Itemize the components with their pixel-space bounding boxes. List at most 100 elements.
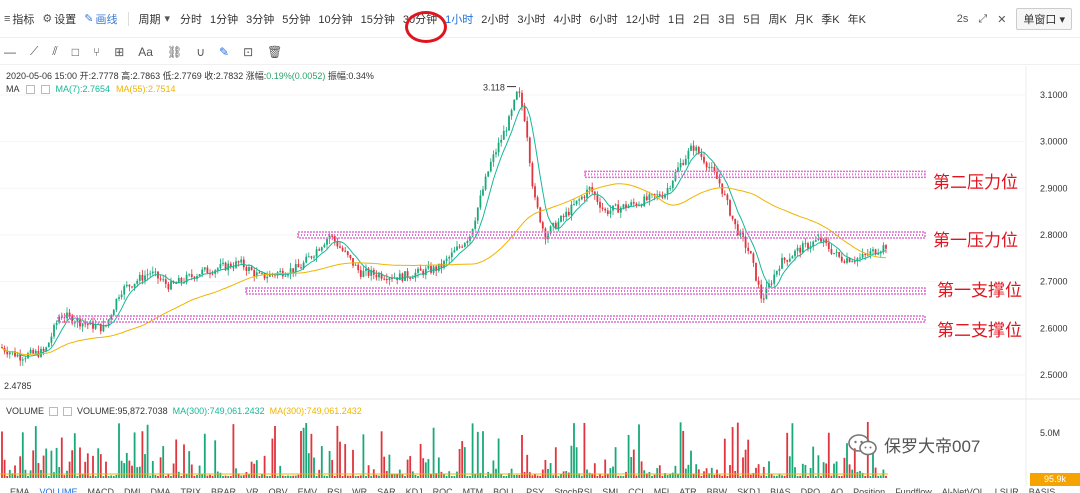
indicator-tab[interactable]: Position bbox=[853, 487, 886, 493]
indicator-tab[interactable]: EMV bbox=[297, 487, 318, 493]
indicator-tab[interactable]: RSI bbox=[327, 487, 343, 493]
volume-bar bbox=[411, 471, 414, 478]
fork-icon[interactable]: ⑂ bbox=[93, 44, 101, 59]
indicator-tab[interactable]: EMA bbox=[10, 487, 30, 493]
indicator-tab[interactable]: VOLUME bbox=[39, 487, 78, 493]
volume-bar bbox=[682, 430, 685, 478]
period-option[interactable]: 季K bbox=[821, 13, 840, 26]
indicator-tab[interactable]: WR bbox=[352, 487, 368, 493]
close-icon[interactable]: ✕ bbox=[997, 13, 1007, 26]
indicator-tab[interactable]: BASIS bbox=[1028, 487, 1056, 493]
volume-bar bbox=[825, 463, 828, 478]
period-option[interactable]: 2小时 bbox=[481, 13, 510, 26]
window-mode-button[interactable]: 单窗口 ▾ bbox=[1016, 8, 1072, 30]
volume-bar bbox=[721, 475, 724, 478]
trash-icon[interactable]: 🗑 bbox=[267, 44, 283, 59]
grid-icon[interactable]: ⊞ bbox=[114, 44, 125, 59]
period-option[interactable]: 3分钟 bbox=[246, 13, 275, 26]
indicator-tab[interactable]: ROC bbox=[432, 487, 453, 493]
volume-close-icon[interactable] bbox=[63, 406, 73, 416]
link-icon[interactable]: ⛓ bbox=[166, 44, 183, 59]
brush-icon[interactable]: ✎ bbox=[219, 44, 230, 59]
period-option[interactable]: 周K bbox=[768, 13, 787, 26]
volume-bar bbox=[508, 473, 510, 478]
candle-body bbox=[882, 245, 885, 252]
parallel-line-icon[interactable]: ⫽ bbox=[52, 44, 58, 58]
indicator-tab[interactable]: BOLL bbox=[493, 487, 517, 493]
period-option[interactable]: 分时 bbox=[180, 13, 203, 26]
horizontal-line-icon[interactable]: — bbox=[4, 44, 16, 59]
indicator-tab[interactable]: PSY bbox=[526, 487, 545, 493]
candle-body bbox=[391, 278, 393, 280]
period-dropdown[interactable]: 周期 ▾ bbox=[135, 0, 177, 38]
period-option[interactable]: 年K bbox=[847, 13, 866, 26]
indicator-tab[interactable]: MTM bbox=[462, 487, 484, 493]
period-option[interactable]: 30分钟 bbox=[402, 13, 438, 26]
volume-settings-icon[interactable] bbox=[49, 406, 59, 416]
candle-body bbox=[492, 154, 495, 162]
ma-settings-icon[interactable] bbox=[25, 84, 35, 94]
indicator-tab[interactable]: BIAS bbox=[770, 487, 791, 493]
indicator-tab[interactable]: LSUR bbox=[994, 487, 1019, 493]
indicator-tab[interactable]: DMI bbox=[124, 487, 141, 493]
volume-bar bbox=[313, 457, 315, 478]
volume-bar bbox=[692, 474, 695, 478]
period-option[interactable]: 6小时 bbox=[589, 13, 618, 26]
indicator-tab[interactable]: ATR bbox=[679, 487, 697, 493]
indicator-tab[interactable]: KDJ bbox=[405, 487, 423, 493]
volume-bar bbox=[500, 474, 503, 478]
trend-line-icon[interactable]: ⟋ bbox=[30, 44, 39, 58]
indicator-tab[interactable]: OBV bbox=[268, 487, 288, 493]
indicator-tab[interactable]: DPO bbox=[800, 487, 821, 493]
period-option[interactable]: 月K bbox=[794, 13, 814, 26]
indicator-tab[interactable]: Al-NetVOL bbox=[941, 487, 985, 493]
fullscreen-icon[interactable]: ⤢ bbox=[978, 12, 988, 25]
indicator-tab[interactable]: TRIX bbox=[180, 487, 202, 493]
indicators-button[interactable]: ≡ 指标 bbox=[0, 0, 38, 38]
price-chart[interactable]: 3.1000 3.0000 2.9000 2.8000 2.7000 2.6000 2.50… bbox=[0, 66, 1080, 486]
period-option[interactable]: 4小时 bbox=[553, 13, 582, 26]
indicator-tab[interactable]: SKDJ bbox=[737, 487, 761, 493]
volume-bar bbox=[276, 475, 279, 478]
watermark-text: 保罗大帝007 bbox=[884, 437, 981, 456]
volume-axis-label: 5.0M bbox=[1040, 428, 1060, 438]
period-option[interactable]: 1日 bbox=[668, 13, 686, 26]
period-option[interactable]: 3小时 bbox=[517, 13, 546, 26]
lock-icon[interactable]: ⊡ bbox=[243, 44, 254, 59]
period-option[interactable]: 5日 bbox=[743, 13, 761, 26]
refresh-interval[interactable]: 2s bbox=[956, 13, 969, 25]
indicator-tab[interactable]: AO bbox=[830, 487, 844, 493]
period-option[interactable]: 5分钟 bbox=[282, 13, 311, 26]
period-option[interactable]: 10分钟 bbox=[318, 13, 353, 26]
indicator-tab[interactable]: MACD bbox=[87, 487, 115, 493]
text-icon[interactable]: Aa bbox=[138, 44, 153, 59]
settings-button[interactable]: ⚙ 设置 bbox=[38, 0, 80, 38]
indicator-tab[interactable]: SAR bbox=[377, 487, 396, 493]
indicator-tab[interactable]: BRAR bbox=[211, 487, 237, 493]
indicator-tab[interactable]: DMA bbox=[150, 487, 171, 493]
indicator-tab[interactable]: Fundflow bbox=[895, 487, 932, 493]
period-option[interactable]: 15分钟 bbox=[360, 13, 395, 26]
candle-body bbox=[352, 257, 354, 266]
indicator-tab[interactable]: BBW bbox=[706, 487, 728, 493]
candle-body bbox=[560, 215, 562, 222]
volume-bar bbox=[861, 472, 864, 478]
period-option[interactable]: 12小时 bbox=[625, 13, 661, 26]
period-option[interactable]: 3日 bbox=[718, 13, 736, 26]
draw-button[interactable]: ✎ 画线 bbox=[80, 0, 121, 38]
indicator-tab[interactable]: MFI bbox=[653, 487, 670, 493]
period-option[interactable]: 1小时 bbox=[445, 13, 474, 26]
indicator-tab[interactable]: StochRSI bbox=[554, 487, 593, 493]
period-option[interactable]: 2日 bbox=[693, 13, 711, 26]
indicator-tab[interactable]: SMI bbox=[602, 487, 619, 493]
indicator-tab[interactable]: CCI bbox=[628, 487, 644, 493]
volume-bar bbox=[201, 474, 204, 478]
candle-body bbox=[323, 244, 326, 248]
indicator-tab[interactable]: VR bbox=[246, 487, 259, 493]
magnet-icon[interactable]: ∪ bbox=[196, 44, 205, 59]
candle-body bbox=[744, 236, 747, 248]
candle-body bbox=[253, 270, 256, 277]
period-option[interactable]: 1分钟 bbox=[210, 13, 239, 26]
ma-close-icon[interactable] bbox=[40, 84, 50, 94]
rectangle-icon[interactable]: □ bbox=[71, 44, 80, 59]
